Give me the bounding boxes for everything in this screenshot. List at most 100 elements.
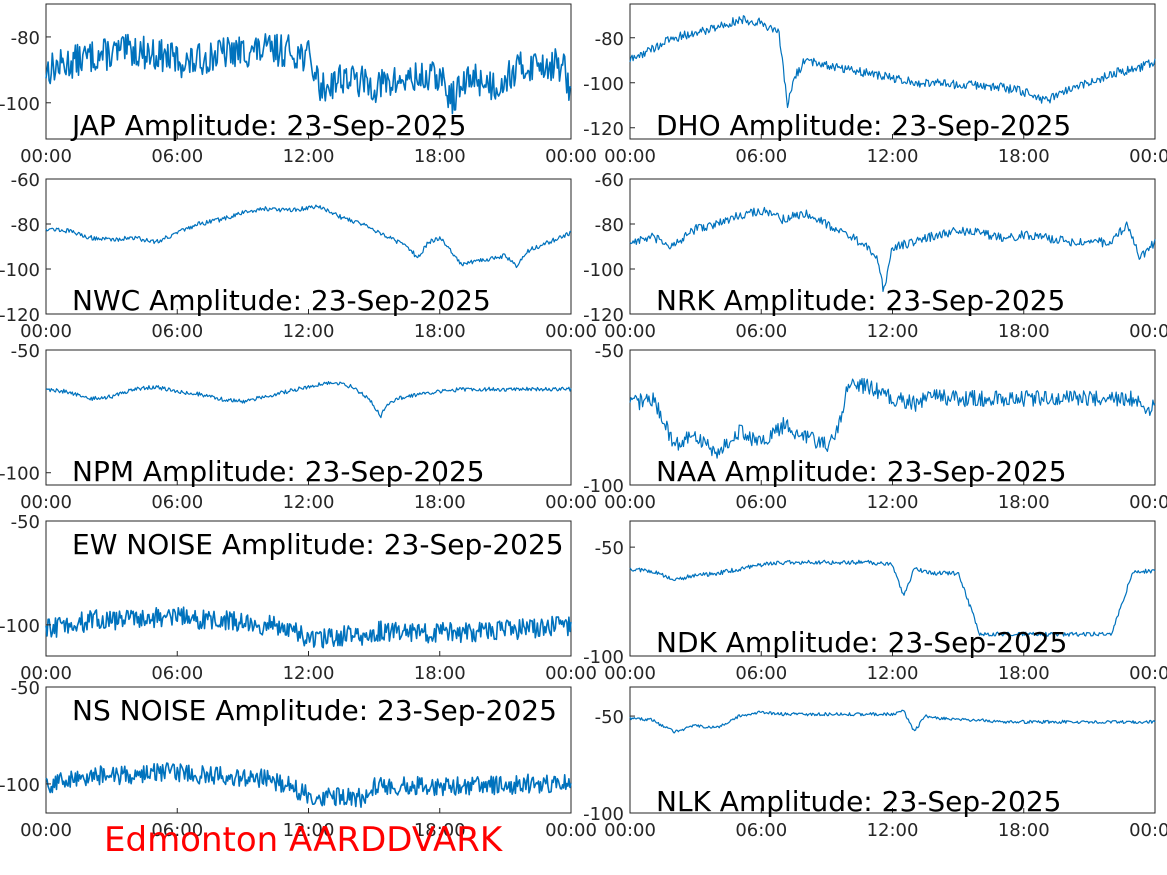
ns-noise-xtick-label: 06:00 [151, 820, 203, 841]
npm-xtick-label: 12:00 [283, 492, 335, 513]
nlk-xtick-label: 12:00 [867, 820, 919, 841]
nrk-ytick-label: -60 [595, 170, 624, 191]
ew-noise-xtick-label: 18:00 [414, 663, 466, 684]
nrk-plot-area [629, 178, 1156, 315]
naa-xtick-label: 12:00 [867, 492, 919, 513]
panel-npm: 00:00 06:00 12:00 18:00 00:00 -50 -100 NPM Ampl… [0, 341, 597, 513]
dho-ytick-label: -120 [583, 119, 624, 140]
ew-noise-xtick-label: 06:00 [151, 663, 203, 684]
dho-ytick-label: -80 [595, 29, 624, 50]
ns-noise-xtick-label: 18:00 [414, 820, 466, 841]
ndk-xtick-label: 18:00 [998, 663, 1050, 684]
ns-noise-xtick-label: 00:00 [545, 820, 597, 841]
ns-noise-series-line [45, 762, 572, 808]
jap-xtick-label: 00:00 [20, 146, 72, 167]
panel-ns-noise: 00:00 06:00 12:00 18:00 00:00 -50 -100 NS NOISE… [0, 678, 597, 841]
nlk-xtick-label: 00:00 [1129, 820, 1167, 841]
ns-noise-xtick-label: 12:00 [283, 820, 335, 841]
ndk-xtick-label: 00:00 [1129, 663, 1167, 684]
ew-noise-panel-title: EW NOISE Amplitude: 23-Sep-2025 [72, 528, 564, 561]
naa-series-line [629, 377, 1156, 459]
dho-ytick-label: -100 [583, 74, 624, 95]
naa-ytick-label: -50 [595, 341, 624, 362]
nwc-ytick-label: -60 [11, 170, 40, 191]
nwc-xtick-label: 00:00 [20, 321, 72, 342]
jap-panel-title: JAP Amplitude: 23-Sep-2025 [70, 109, 466, 142]
nrk-xtick-label: 06:00 [735, 321, 787, 342]
nwc-series-line [45, 204, 572, 269]
naa-panel-title: NAA Amplitude: 23-Sep-2025 [656, 455, 1067, 488]
ns-noise-panel-title: NS NOISE Amplitude: 23-Sep-2025 [72, 694, 557, 727]
naa-xtick-label: 00:00 [1129, 492, 1167, 513]
ndk-panel-title: NDK Amplitude: 23-Sep-2025 [656, 626, 1067, 659]
ew-noise-xtick-label: 00:00 [545, 663, 597, 684]
jap-xtick-label: 18:00 [414, 146, 466, 167]
nwc-panel-title: NWC Amplitude: 23-Sep-2025 [72, 284, 491, 317]
ndk-ytick-label: -50 [595, 538, 624, 559]
ndk-xtick-label: 00:00 [604, 663, 656, 684]
dho-xtick-label: 00:00 [604, 146, 656, 167]
dho-xtick-label: 12:00 [867, 146, 919, 167]
jap-xtick-label: 06:00 [151, 146, 203, 167]
ns-noise-xtick-label: 00:00 [20, 820, 72, 841]
ndk-xtick-label: 06:00 [735, 663, 787, 684]
dho-series-line [629, 15, 1156, 109]
npm-plot-area [45, 349, 572, 486]
nwc-ytick-label: -80 [11, 215, 40, 236]
nwc-xtick-label: 12:00 [283, 321, 335, 342]
dho-xtick-label: 06:00 [735, 146, 787, 167]
ns-noise-ytick-label: -100 [0, 775, 40, 796]
naa-xtick-label: 00:00 [604, 492, 656, 513]
panel-naa: 00:00 06:00 12:00 18:00 00:00 -50 -100 NAA Ampl… [583, 341, 1167, 513]
nrk-panel-title: NRK Amplitude: 23-Sep-2025 [656, 284, 1065, 317]
nlk-xtick-label: 00:00 [604, 820, 656, 841]
nrk-ytick-label: -120 [583, 305, 624, 326]
npm-xtick-label: 00:00 [545, 492, 597, 513]
nlk-ytick-label: -100 [583, 804, 624, 825]
naa-xtick-label: 06:00 [735, 492, 787, 513]
jap-plot-area [45, 3, 572, 140]
nlk-ytick-label: -50 [595, 707, 624, 728]
ndk-ytick-label: -100 [583, 647, 624, 668]
dho-xtick-label: 18:00 [998, 146, 1050, 167]
nrk-xtick-label: 00:00 [604, 321, 656, 342]
npm-xtick-label: 18:00 [414, 492, 466, 513]
jap-series-line [45, 33, 572, 115]
nrk-xtick-label: 18:00 [998, 321, 1050, 342]
ndk-xtick-label: 12:00 [867, 663, 919, 684]
ew-noise-xtick-label: 12:00 [283, 663, 335, 684]
ew-noise-xtick-label: 00:00 [20, 663, 72, 684]
npm-xtick-label: 06:00 [151, 492, 203, 513]
dho-panel-title: DHO Amplitude: 23-Sep-2025 [656, 109, 1071, 142]
npm-series-line [45, 381, 572, 419]
nrk-ytick-label: -80 [595, 215, 624, 236]
panel-nrk: 00:00 06:00 12:00 18:00 00:00 -60 -80 -100 -120 N… [583, 170, 1167, 342]
naa-xtick-label: 18:00 [998, 492, 1050, 513]
panel-jap: 00:00 06:00 12:00 18:00 00:00 -80 -100 JAP Ampl… [0, 3, 597, 167]
jap-xtick-label: 12:00 [283, 146, 335, 167]
nwc-xtick-label: 06:00 [151, 321, 203, 342]
dho-xtick-label: 00:00 [1129, 146, 1167, 167]
nlk-xtick-label: 18:00 [998, 820, 1050, 841]
nwc-xtick-label: 00:00 [545, 321, 597, 342]
npm-panel-title: NPM Amplitude: 23-Sep-2025 [72, 455, 485, 488]
panel-nlk: 00:00 06:00 12:00 18:00 00:00 -50 -100 NLK Ampl… [583, 686, 1167, 841]
nwc-plot-area [45, 178, 572, 315]
nlk-panel-title: NLK Amplitude: 23-Sep-2025 [656, 785, 1062, 818]
panel-ew-noise: 00:00 06:00 12:00 18:00 00:00 -50 -100 EW NOISE… [0, 512, 597, 684]
panel-ndk: 00:00 06:00 12:00 18:00 00:00 -50 -100 NDK Ampl… [583, 520, 1167, 684]
figure-footer-title: Edmonton AARDDVARK [104, 820, 503, 860]
nrk-series-line [629, 206, 1156, 292]
nrk-ytick-label: -100 [583, 260, 624, 281]
panel-dho: 00:00 06:00 12:00 18:00 00:00 -80 -100 -120 DHO … [583, 3, 1167, 167]
nlk-xtick-label: 06:00 [735, 820, 787, 841]
ew-noise-ytick-label: -100 [0, 616, 40, 637]
ndk-series-line [629, 559, 1156, 637]
ew-noise-series-line [45, 606, 572, 649]
panel-nwc: 00:00 06:00 12:00 18:00 00:00 -60 -80 -100 -120 N… [0, 170, 597, 342]
jap-xtick-label: 00:00 [545, 146, 597, 167]
nrk-xtick-label: 12:00 [867, 321, 919, 342]
npm-ytick-label: -100 [0, 464, 40, 485]
nwc-xtick-label: 18:00 [414, 321, 466, 342]
